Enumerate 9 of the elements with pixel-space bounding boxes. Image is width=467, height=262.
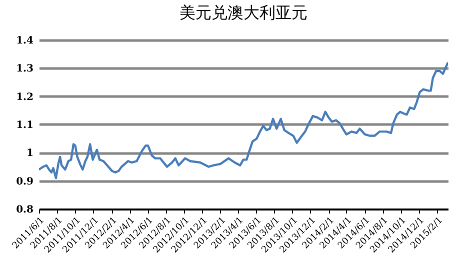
chart-title: 美元兑澳大利亚元 bbox=[180, 3, 308, 22]
y-tick-label: 1.4 bbox=[16, 36, 34, 46]
y-tick-label: 0.9 bbox=[16, 176, 34, 188]
y-tick-label: 0.8 bbox=[16, 204, 34, 216]
line-series bbox=[39, 61, 448, 180]
y-tick-label: 1.1 bbox=[16, 120, 34, 131]
y-tick-label: 1.3 bbox=[16, 64, 34, 75]
y-tick-label: 1.2 bbox=[16, 92, 34, 103]
y-tick-label: 1 bbox=[26, 148, 34, 160]
